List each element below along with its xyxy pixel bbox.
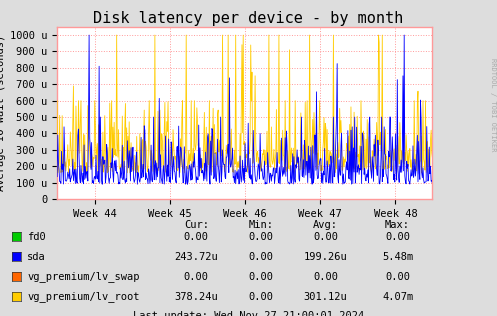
Text: 0.00: 0.00 <box>385 232 410 242</box>
Text: 0.00: 0.00 <box>313 272 338 282</box>
Text: 0.00: 0.00 <box>248 272 273 282</box>
Text: fd0: fd0 <box>27 232 46 242</box>
Text: 0.00: 0.00 <box>248 232 273 242</box>
Text: 0.00: 0.00 <box>313 232 338 242</box>
Text: Min:: Min: <box>248 220 273 230</box>
Text: Disk latency per device - by month: Disk latency per device - by month <box>93 11 404 26</box>
Text: 0.00: 0.00 <box>385 272 410 282</box>
Text: 378.24u: 378.24u <box>174 292 218 302</box>
Text: Max:: Max: <box>385 220 410 230</box>
Text: 243.72u: 243.72u <box>174 252 218 262</box>
Text: 301.12u: 301.12u <box>304 292 347 302</box>
Text: Avg:: Avg: <box>313 220 338 230</box>
Text: 4.07m: 4.07m <box>382 292 413 302</box>
Text: 5.48m: 5.48m <box>382 252 413 262</box>
Text: 0.00: 0.00 <box>248 292 273 302</box>
Text: Last update: Wed Nov 27 21:00:01 2024: Last update: Wed Nov 27 21:00:01 2024 <box>133 311 364 316</box>
Text: RRDTOOL / TOBI OETIKER: RRDTOOL / TOBI OETIKER <box>490 58 496 151</box>
Text: 0.00: 0.00 <box>184 272 209 282</box>
Text: sda: sda <box>27 252 46 262</box>
Text: Cur:: Cur: <box>184 220 209 230</box>
Y-axis label: Average IO Wait (seconds): Average IO Wait (seconds) <box>0 35 6 191</box>
Text: 0.00: 0.00 <box>184 232 209 242</box>
Text: 0.00: 0.00 <box>248 252 273 262</box>
Text: vg_premium/lv_root: vg_premium/lv_root <box>27 291 140 302</box>
Text: 199.26u: 199.26u <box>304 252 347 262</box>
Text: vg_premium/lv_swap: vg_premium/lv_swap <box>27 271 140 282</box>
